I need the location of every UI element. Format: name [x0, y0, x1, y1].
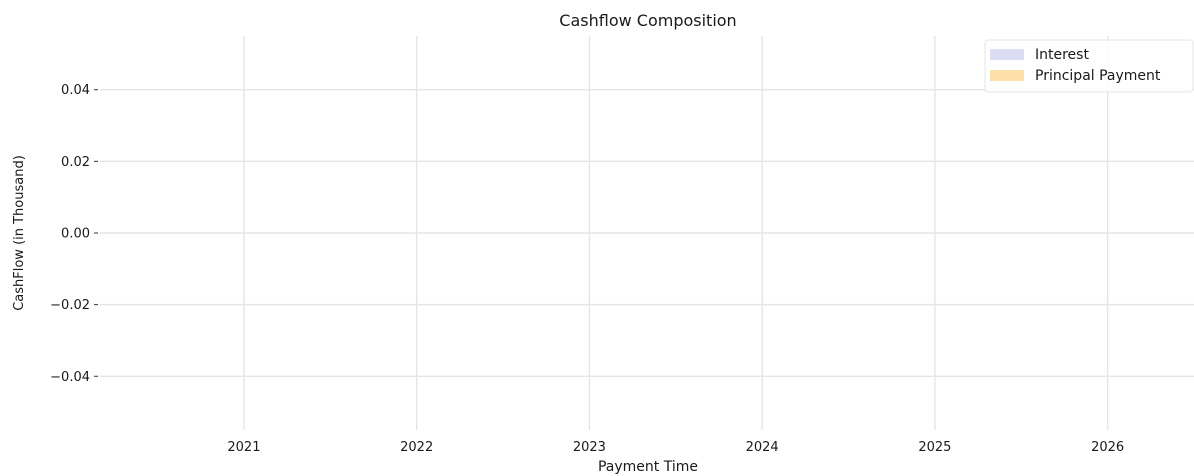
x-axis-ticks: 2021 2022 2023 2024 2025 2026 — [227, 440, 1124, 455]
x-tick-label: 2021 — [227, 440, 260, 455]
y-axis-label: CashFlow (in Thousand) — [12, 155, 27, 311]
y-axis-ticks: 0.04 0.02 0.00 −0.02 −0.04 — [50, 83, 98, 385]
legend-swatch-principal-payment — [990, 70, 1024, 81]
x-tick-label: 2022 — [400, 440, 433, 455]
y-tick-label: −0.04 — [50, 370, 90, 385]
x-tick-label: 2024 — [746, 440, 779, 455]
y-tick-label: 0.00 — [61, 227, 90, 242]
x-axis-label: Payment Time — [598, 459, 698, 475]
y-tick-label: 0.02 — [61, 155, 90, 170]
legend-swatch-interest — [990, 49, 1024, 60]
y-tick-label: 0.04 — [61, 83, 90, 98]
legend-label-interest: Interest — [1035, 47, 1089, 63]
horizontal-gridlines — [100, 89, 1194, 377]
chart-title: Cashflow Composition — [559, 11, 736, 30]
x-tick-label: 2023 — [573, 440, 606, 455]
legend-box — [984, 39, 1194, 93]
y-tick-label: −0.02 — [50, 298, 90, 313]
legend-label-principal-payment: Principal Payment — [1035, 68, 1161, 84]
legend: Interest Principal Payment — [984, 39, 1194, 93]
x-tick-label: 2025 — [918, 440, 951, 455]
x-tick-label: 2026 — [1091, 440, 1124, 455]
